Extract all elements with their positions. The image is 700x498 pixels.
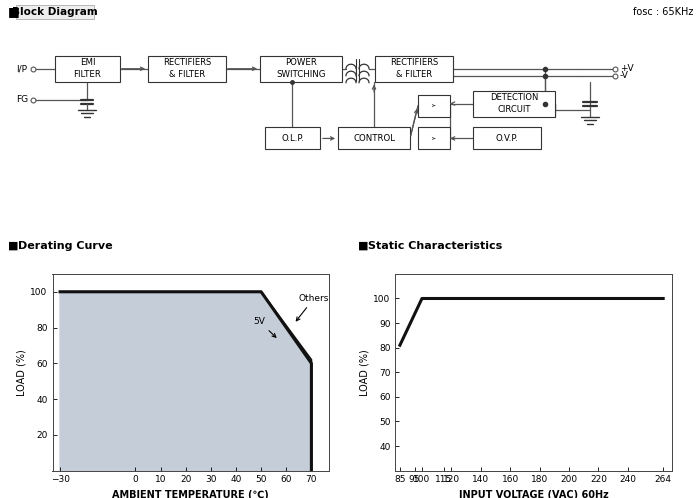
Text: DETECTION
CIRCUIT: DETECTION CIRCUIT [490, 93, 538, 115]
Bar [418, 127, 450, 149]
Text: CONTROL: CONTROL [353, 134, 395, 143]
Polygon shape [60, 292, 312, 471]
Bar [375, 56, 453, 82]
Text: +V: +V [620, 64, 634, 73]
Text: FG: FG [16, 95, 28, 104]
X-axis label: INPUT VOLTAGE (VAC) 60Hz: INPUT VOLTAGE (VAC) 60Hz [459, 490, 608, 498]
Text: 5V: 5V [253, 317, 276, 337]
Text: O.V.P.: O.V.P. [496, 134, 519, 143]
Y-axis label: LOAD (%): LOAD (%) [16, 349, 26, 395]
Bar [265, 127, 320, 149]
Text: ■: ■ [8, 5, 20, 18]
Text: ■: ■ [358, 241, 368, 251]
Bar [338, 127, 410, 149]
Text: I/P: I/P [16, 64, 27, 73]
Text: POWER
SWITCHING: POWER SWITCHING [276, 58, 326, 80]
Y-axis label: LOAD (%): LOAD (%) [359, 349, 369, 395]
Text: Static Characteristics: Static Characteristics [368, 241, 503, 251]
Text: Block Diagram: Block Diagram [12, 7, 98, 17]
Text: Others: Others [296, 294, 329, 321]
Text: ■: ■ [8, 241, 18, 251]
Text: RECTIFIERS
& FILTER: RECTIFIERS & FILTER [390, 58, 438, 80]
Bar [473, 91, 555, 117]
Bar [148, 56, 226, 82]
X-axis label: AMBIENT TEMPERATURE (℃): AMBIENT TEMPERATURE (℃) [113, 490, 269, 498]
Bar [260, 56, 342, 82]
Text: O.L.P.: O.L.P. [281, 134, 304, 143]
Text: RECTIFIERS
& FILTER: RECTIFIERS & FILTER [163, 58, 211, 80]
Text: Derating Curve: Derating Curve [18, 241, 113, 251]
Text: -V: -V [620, 71, 629, 80]
Text: fosc : 65KHz: fosc : 65KHz [633, 7, 693, 17]
Text: EMI
FILTER: EMI FILTER [74, 58, 102, 80]
Bar [418, 95, 450, 117]
Bar [473, 127, 541, 149]
FancyBboxPatch shape [16, 5, 94, 19]
Bar [55, 56, 120, 82]
